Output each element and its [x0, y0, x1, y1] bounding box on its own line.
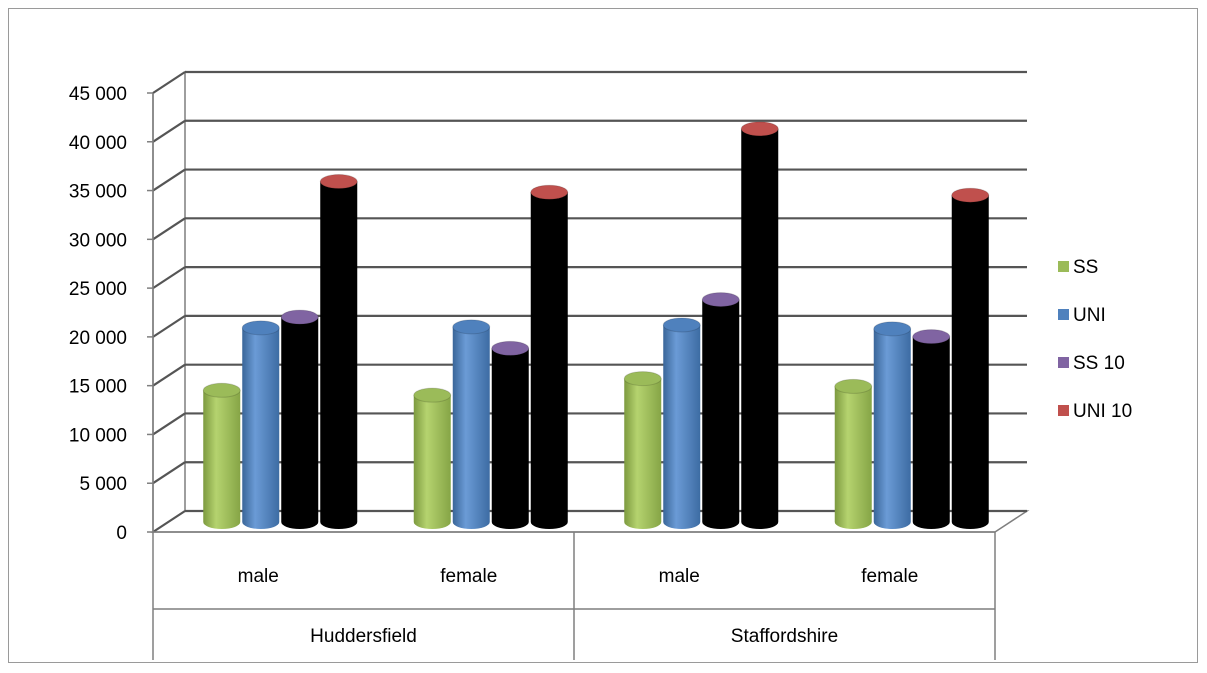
gridline-diagonal	[152, 314, 186, 338]
bar-body	[452, 326, 490, 530]
legend-item: UNI	[1058, 305, 1106, 326]
bar-body	[873, 328, 911, 530]
y-tick-label: 10 000	[69, 425, 127, 446]
gridline-diagonal	[152, 71, 186, 94]
bar-body	[834, 386, 872, 530]
y-tick-label: 20 000	[69, 328, 127, 349]
bar-body	[491, 348, 529, 530]
bar	[452, 319, 491, 530]
bar-top	[491, 340, 530, 356]
bar-body	[320, 181, 358, 530]
bar-body	[951, 195, 989, 530]
x-group-label: Huddersfield	[310, 626, 417, 647]
bar	[491, 340, 530, 530]
y-tick-label: 35 000	[69, 182, 127, 203]
legend-swatch	[1058, 261, 1069, 272]
legend: SS UNI SS 10 UNI 10	[1058, 257, 1132, 422]
y-tick-label: 25 000	[69, 279, 127, 300]
bar-top	[413, 387, 452, 403]
legend-item: SS 10	[1058, 353, 1125, 374]
bar	[530, 184, 569, 530]
legend-label: UNI	[1073, 305, 1106, 326]
bar-body	[702, 299, 740, 530]
gridline-diagonal	[152, 168, 186, 192]
bar	[319, 174, 358, 530]
bar-top	[530, 184, 569, 200]
bar	[834, 378, 873, 530]
x-category-label: female	[861, 566, 918, 587]
bar	[912, 329, 951, 530]
legend-label: UNI 10	[1073, 401, 1132, 422]
bar-top	[202, 382, 241, 398]
gridline-diagonal	[152, 119, 186, 143]
bar-body	[624, 378, 662, 530]
gridline-diagonal	[152, 510, 186, 533]
bar	[413, 387, 452, 530]
bar	[662, 317, 701, 530]
bar-top	[452, 319, 491, 335]
gridline-diagonal	[152, 217, 186, 241]
bar-body	[281, 317, 319, 530]
bar-top	[319, 174, 358, 190]
chart-frame	[8, 8, 1198, 663]
y-tick-label: 15 000	[69, 377, 127, 398]
bar	[280, 309, 319, 530]
bar-top	[662, 317, 701, 333]
bar-body	[203, 390, 241, 530]
x-group-label: Staffordshire	[731, 626, 838, 647]
axes	[147, 92, 996, 660]
bar-body	[663, 324, 701, 530]
bar-top	[873, 321, 912, 337]
legend-item: UNI 10	[1058, 401, 1132, 422]
gridline-diagonal	[152, 412, 186, 436]
bar-top	[834, 378, 873, 394]
bar-top	[951, 187, 990, 203]
bar-top	[280, 309, 319, 325]
legend-swatch	[1058, 357, 1069, 368]
bar	[623, 371, 662, 530]
bar-top	[701, 292, 740, 308]
y-tick-label: 0	[116, 523, 127, 544]
legend-swatch	[1058, 405, 1069, 416]
bar	[701, 292, 740, 530]
bar-body	[912, 336, 950, 530]
bar-body	[242, 327, 280, 530]
tick-labels: 0 5 000 10 000 15 000 20 000 25 000 30 000 35 0…	[69, 84, 918, 647]
side-wall	[152, 70, 186, 534]
bar-top	[912, 329, 951, 345]
y-tick-label: 45 000	[69, 84, 127, 105]
bar-top	[241, 320, 280, 336]
bar	[951, 187, 990, 530]
bar	[241, 320, 280, 530]
bar	[202, 382, 241, 530]
x-category-label: female	[440, 566, 497, 587]
bar-body	[413, 395, 451, 530]
bar-top	[623, 371, 662, 387]
gridline-diagonal	[152, 266, 186, 290]
bar-body	[530, 192, 568, 530]
bar-top	[740, 121, 779, 137]
legend-item: SS	[1058, 257, 1098, 278]
bar	[873, 321, 912, 530]
legend-label: SS	[1073, 257, 1098, 278]
y-tick-label: 30 000	[69, 230, 127, 251]
bar	[740, 121, 779, 530]
gridline-diagonal	[152, 363, 186, 387]
bars	[202, 121, 990, 530]
x-category-label: male	[659, 566, 700, 587]
gridline-diagonal	[152, 461, 186, 485]
y-tick-label: 40 000	[69, 133, 127, 154]
legend-swatch	[1058, 309, 1069, 320]
y-tick-label: 5 000	[79, 474, 127, 495]
x-category-label: male	[238, 566, 279, 587]
bar-body	[741, 128, 779, 530]
legend-label: SS 10	[1073, 353, 1125, 374]
